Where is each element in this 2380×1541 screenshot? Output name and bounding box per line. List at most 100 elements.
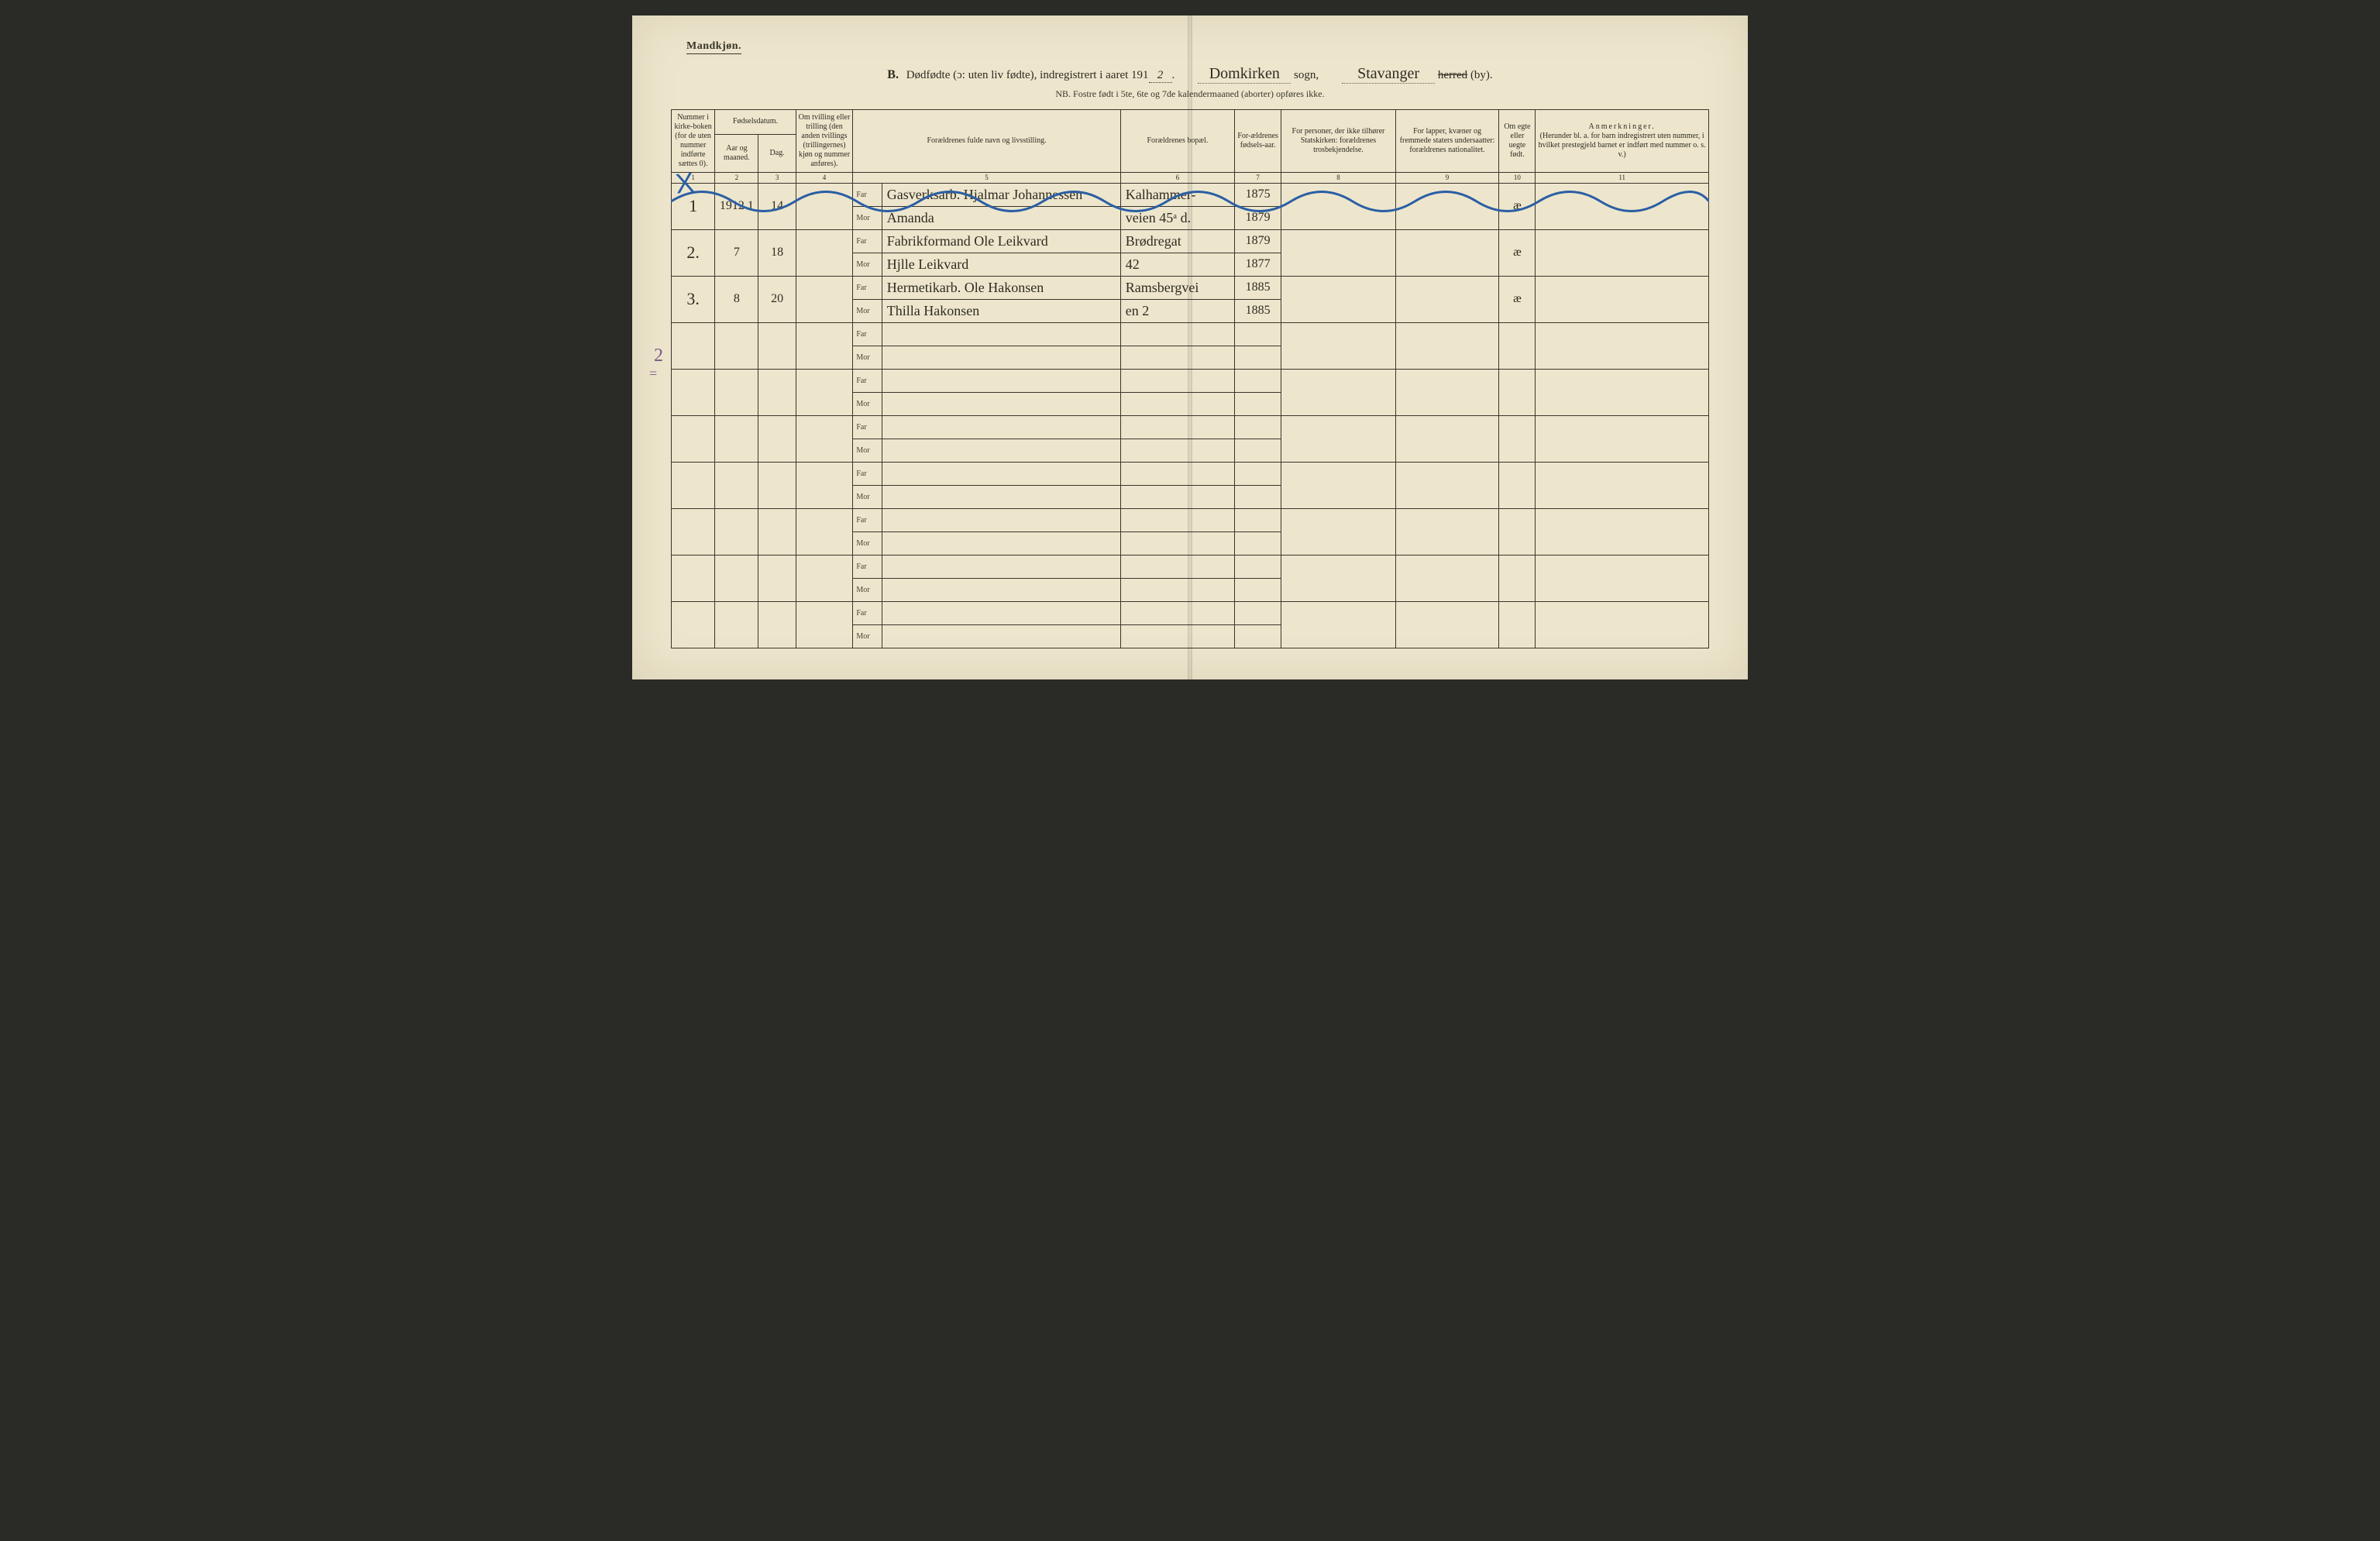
far-label: Far <box>853 229 882 253</box>
title-period: . <box>1172 69 1175 81</box>
cell-egte <box>1499 369 1536 415</box>
col-header-4: Om tvilling eller trilling (den anden tv… <box>796 110 853 173</box>
cell-dag <box>758 415 796 462</box>
cell-aar <box>715 369 758 415</box>
cell-anm <box>1536 601 1709 648</box>
cell-aar <box>715 462 758 508</box>
col-header-10: Om egte eller uegte født. <box>1499 110 1536 173</box>
cell-mor-aar <box>1235 531 1281 555</box>
mor-label: Mor <box>853 299 882 322</box>
purple-margin-two: 2 <box>654 346 663 366</box>
cell-aar <box>715 601 758 648</box>
cell-mor-aar: 1885 <box>1235 299 1281 322</box>
cell-nat <box>1395 508 1499 555</box>
table-row: Far <box>672 601 1709 624</box>
cell-no <box>672 508 715 555</box>
cell-bopael-mor <box>1120 439 1234 462</box>
colnum: 11 <box>1536 173 1709 184</box>
cell-mor-navn <box>882 439 1120 462</box>
cell-far-aar <box>1235 555 1281 578</box>
cell-far-navn <box>882 415 1120 439</box>
cell-mor-aar <box>1235 392 1281 415</box>
cell-mor-navn <box>882 485 1120 508</box>
cell-far-aar <box>1235 415 1281 439</box>
table-row: Far <box>672 555 1709 578</box>
cell-mor-navn: Amanda <box>882 206 1120 229</box>
cell-bopael-mor: 42 <box>1120 253 1234 276</box>
cell-anm <box>1536 462 1709 508</box>
herred-label: herred (by). <box>1438 69 1493 81</box>
cell-bopael-mor: veien 45ᵃ d. <box>1120 206 1234 229</box>
cell-no <box>672 322 715 369</box>
cell-nat <box>1395 229 1499 276</box>
cell-no: 3. <box>672 276 715 322</box>
nb-line: NB. Fostre født i 5te, 6te og 7de kalend… <box>671 88 1709 100</box>
mor-label: Mor <box>853 485 882 508</box>
cell-dag: 20 <box>758 276 796 322</box>
col-header-11: Anmerkninger. (Herunder bl. a. for barn … <box>1536 110 1709 173</box>
cell-tvilling <box>796 183 853 229</box>
cell-tros <box>1281 183 1395 229</box>
col-11-sub: (Herunder bl. a. for barn indregistrert … <box>1539 132 1706 159</box>
cell-bopael-far <box>1120 508 1234 531</box>
cell-aar <box>715 415 758 462</box>
cell-far-navn <box>882 508 1120 531</box>
cell-far-aar <box>1235 322 1281 346</box>
cell-tros <box>1281 415 1395 462</box>
cell-bopael-far <box>1120 415 1234 439</box>
col-header-8: For personer, der ikke tilhører Statskir… <box>1281 110 1395 173</box>
cell-aar: 7 <box>715 229 758 276</box>
mor-label: Mor <box>853 206 882 229</box>
cell-dag: 18 <box>758 229 796 276</box>
cell-tros <box>1281 462 1395 508</box>
cell-far-aar: 1875 <box>1235 183 1281 206</box>
herred-struck: herred <box>1438 69 1467 81</box>
cell-dag <box>758 369 796 415</box>
herred-by: (by). <box>1470 69 1493 81</box>
sogn-handwritten: Domkirken <box>1198 65 1291 84</box>
title-text: Dødfødte (ɔ: uten liv fødte), indregistr… <box>906 69 1149 81</box>
cell-aar: 1912 1 <box>715 183 758 229</box>
cell-bopael-mor <box>1120 624 1234 648</box>
mor-label: Mor <box>853 439 882 462</box>
cell-tros <box>1281 555 1395 601</box>
cell-far-navn <box>882 601 1120 624</box>
colnum: 3 <box>758 173 796 184</box>
cell-egte <box>1499 462 1536 508</box>
col-header-1: Nummer i kirke-boken (for de uten nummer… <box>672 110 715 173</box>
far-label: Far <box>853 322 882 346</box>
table-row: Far <box>672 462 1709 485</box>
cell-far-aar <box>1235 462 1281 485</box>
cell-far-aar: 1885 <box>1235 276 1281 299</box>
sogn-label: sogn, <box>1294 69 1319 81</box>
cell-nat <box>1395 322 1499 369</box>
cell-tvilling <box>796 276 853 322</box>
ledger-page: Mandkjøn. B. Dødfødte (ɔ: uten liv fødte… <box>632 15 1748 679</box>
far-label: Far <box>853 276 882 299</box>
cell-tros <box>1281 601 1395 648</box>
purple-margin-equals: = <box>649 366 657 382</box>
cell-far-navn <box>882 369 1120 392</box>
cell-mor-navn <box>882 531 1120 555</box>
far-label: Far <box>853 508 882 531</box>
cell-no <box>672 415 715 462</box>
cell-dag <box>758 508 796 555</box>
cell-anm <box>1536 415 1709 462</box>
cell-mor-aar <box>1235 624 1281 648</box>
cell-nat <box>1395 601 1499 648</box>
cell-egte <box>1499 508 1536 555</box>
cell-aar <box>715 322 758 369</box>
cell-dag <box>758 555 796 601</box>
far-label: Far <box>853 369 882 392</box>
cell-far-navn <box>882 462 1120 485</box>
cell-egte: æ <box>1499 183 1536 229</box>
cell-anm <box>1536 276 1709 322</box>
cell-nat <box>1395 462 1499 508</box>
cell-no <box>672 369 715 415</box>
cell-mor-aar <box>1235 439 1281 462</box>
colnum: 7 <box>1235 173 1281 184</box>
cell-dag: 14 <box>758 183 796 229</box>
cell-mor-navn <box>882 624 1120 648</box>
colnum: 5 <box>853 173 1120 184</box>
cell-nat <box>1395 415 1499 462</box>
